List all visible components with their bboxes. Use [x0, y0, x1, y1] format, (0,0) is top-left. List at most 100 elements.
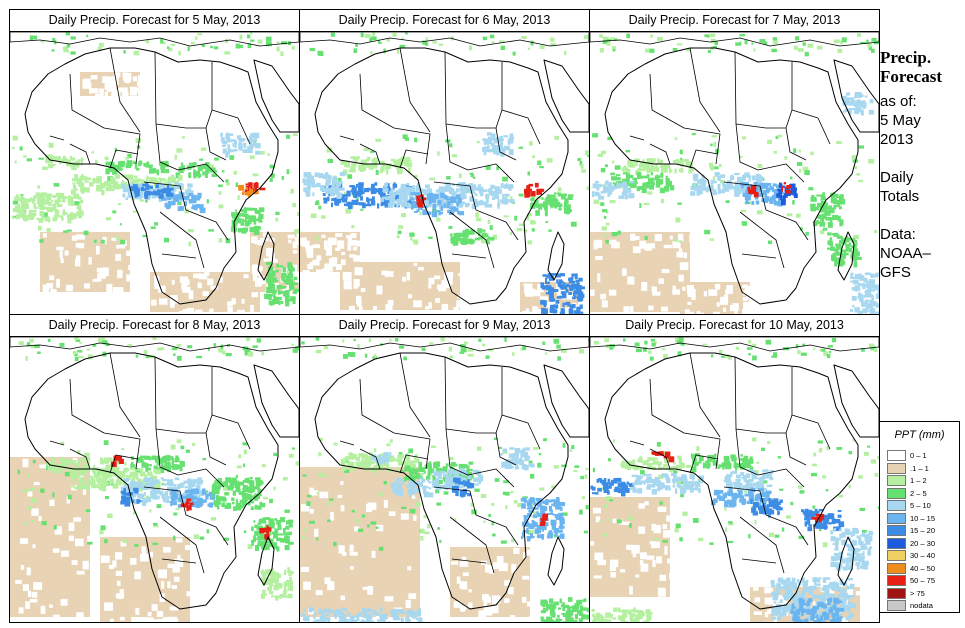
rain-cell [345, 457, 348, 461]
rain-cell [504, 193, 510, 197]
precip-speck [599, 47, 604, 53]
dry-speck [156, 610, 164, 618]
dry-speck [115, 253, 121, 261]
dry-speck [719, 299, 729, 305]
rain-cell [323, 187, 327, 192]
rain-cell [442, 473, 447, 478]
rain-cell [49, 196, 52, 201]
rain-cell [494, 144, 500, 150]
rain-cell [15, 214, 20, 220]
rain-cell [263, 527, 268, 533]
rain-cell [282, 279, 289, 283]
rain-cell [419, 199, 423, 203]
rain-cell [376, 612, 380, 617]
precip-speck [79, 341, 82, 344]
rain-cell [644, 162, 650, 167]
dry-speck [742, 308, 751, 317]
rain-cell [571, 283, 577, 290]
rain-cell [51, 207, 57, 212]
rain-cell [220, 496, 224, 501]
precip-speck [187, 46, 190, 52]
precip-speck [617, 230, 622, 235]
precip-speck [173, 512, 178, 516]
rain-cell [33, 206, 38, 210]
precip-speck [330, 32, 335, 37]
precip-speck [34, 344, 40, 348]
rain-cell [163, 466, 170, 471]
rain-cell [245, 498, 248, 502]
rain-cell [548, 278, 554, 281]
rain-cell [756, 178, 763, 182]
precip-speck [470, 174, 475, 178]
precip-speck [333, 541, 337, 547]
dry-speck [300, 504, 310, 512]
dry-speck [209, 308, 214, 314]
rain-cell [817, 202, 823, 208]
dry-speck [112, 287, 122, 295]
rain-cell [390, 610, 396, 613]
precip-speck [213, 343, 216, 347]
precip-speck [796, 162, 803, 166]
rain-cell [55, 210, 60, 217]
rain-cell [192, 479, 198, 484]
precip-speck [449, 355, 453, 359]
precip-speck [318, 51, 324, 56]
rain-cell [754, 195, 759, 200]
dry-speck [119, 87, 128, 92]
rain-cell [192, 483, 196, 488]
rain-cell [125, 197, 129, 201]
rain-cell [457, 210, 461, 215]
rain-cell [84, 465, 88, 470]
precip-speck [315, 349, 322, 354]
rain-cell [140, 179, 145, 184]
rain-cell [785, 187, 790, 190]
dry-speck [742, 297, 748, 301]
rain-cell [197, 499, 203, 504]
dry-speck [352, 246, 358, 251]
precip-speck [145, 198, 148, 203]
precip-speck [841, 37, 847, 43]
rain-cell [481, 232, 486, 238]
rain-cell [853, 253, 858, 259]
rain-cell [406, 616, 410, 622]
precip-speck [396, 48, 400, 54]
rain-cell [84, 180, 89, 183]
precip-speck [860, 41, 867, 44]
dry-speck [92, 278, 99, 282]
rain-cell [254, 486, 258, 490]
rain-cell [349, 185, 356, 188]
europe-coastline [10, 337, 299, 352]
rain-cell [335, 200, 340, 206]
rain-cell [338, 185, 341, 189]
rain-cell [108, 457, 112, 462]
dry-speck [74, 258, 81, 267]
precip-speck [127, 153, 132, 158]
rain-cell [449, 206, 455, 210]
rain-cell [416, 489, 419, 494]
rain-cell [384, 615, 387, 620]
rain-cell [184, 189, 188, 193]
precip-speck [557, 187, 562, 192]
rain-cell [87, 458, 90, 463]
rain-cell [245, 495, 250, 500]
rain-cell [127, 195, 131, 198]
rain-cell [253, 190, 259, 194]
rain-cell [549, 308, 554, 313]
rain-cell [449, 473, 452, 479]
rain-cell [331, 198, 337, 201]
precip-speck [233, 170, 238, 175]
rain-cell [281, 275, 285, 281]
precip-speck [163, 237, 170, 243]
precip-speck [854, 166, 857, 170]
rain-cell [145, 177, 148, 183]
precip-speck [167, 46, 170, 49]
dry-speck [120, 541, 127, 547]
dry-speck [539, 296, 546, 300]
rain-cell [288, 273, 294, 279]
dry-speck [288, 239, 292, 244]
rain-cell [380, 457, 385, 461]
rain-cell [245, 486, 250, 490]
dry-speck [347, 243, 352, 251]
dry-speck [263, 258, 269, 262]
rain-cell [86, 457, 91, 461]
